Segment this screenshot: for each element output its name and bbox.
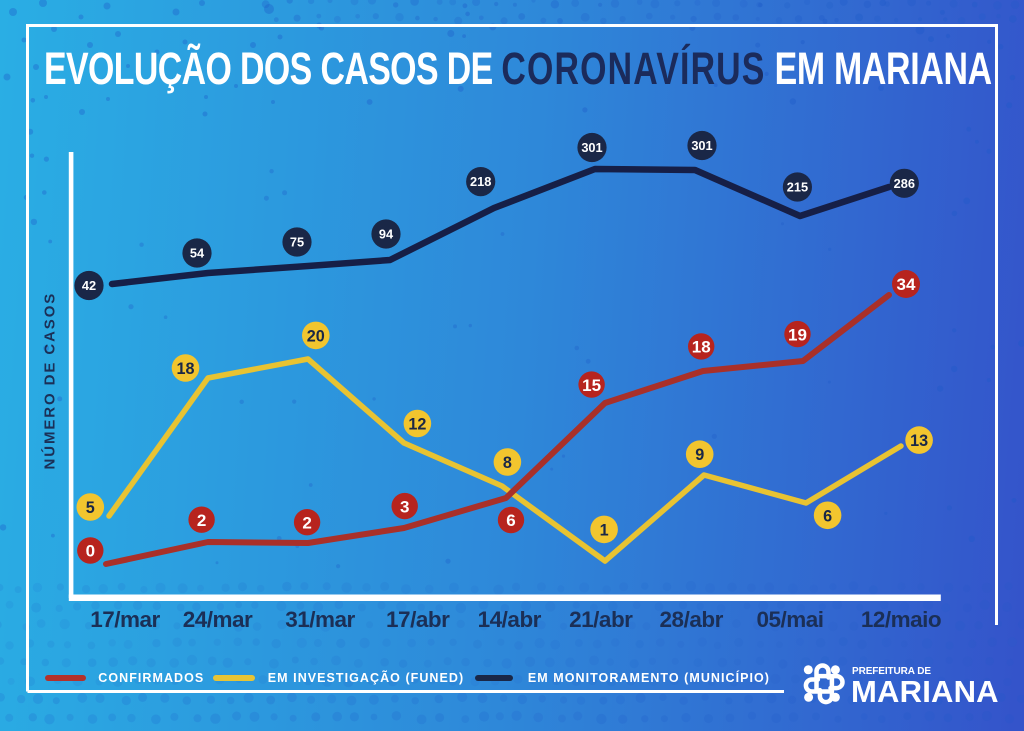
svg-text:6: 6 [823, 507, 832, 525]
svg-text:301: 301 [691, 138, 712, 153]
svg-text:54: 54 [190, 246, 205, 261]
svg-text:3: 3 [400, 497, 409, 516]
svg-text:6: 6 [506, 511, 515, 530]
svg-text:18: 18 [692, 338, 711, 357]
svg-text:2: 2 [197, 511, 206, 530]
svg-text:94: 94 [379, 227, 394, 242]
svg-text:5: 5 [86, 499, 95, 517]
svg-text:2: 2 [302, 513, 311, 532]
svg-text:12: 12 [408, 416, 426, 434]
svg-text:19: 19 [788, 325, 807, 344]
svg-text:9: 9 [695, 446, 704, 464]
svg-text:0: 0 [86, 542, 95, 561]
svg-text:218: 218 [470, 174, 491, 189]
svg-text:15: 15 [582, 376, 601, 395]
svg-text:301: 301 [581, 140, 602, 155]
svg-text:8: 8 [503, 454, 512, 472]
svg-text:42: 42 [82, 278, 96, 293]
svg-text:75: 75 [290, 235, 304, 250]
svg-text:286: 286 [894, 176, 915, 191]
svg-text:34: 34 [897, 275, 916, 294]
svg-text:13: 13 [910, 432, 928, 450]
svg-text:18: 18 [176, 360, 194, 378]
svg-text:215: 215 [787, 180, 808, 195]
svg-text:20: 20 [307, 327, 325, 345]
svg-text:1: 1 [600, 521, 609, 539]
